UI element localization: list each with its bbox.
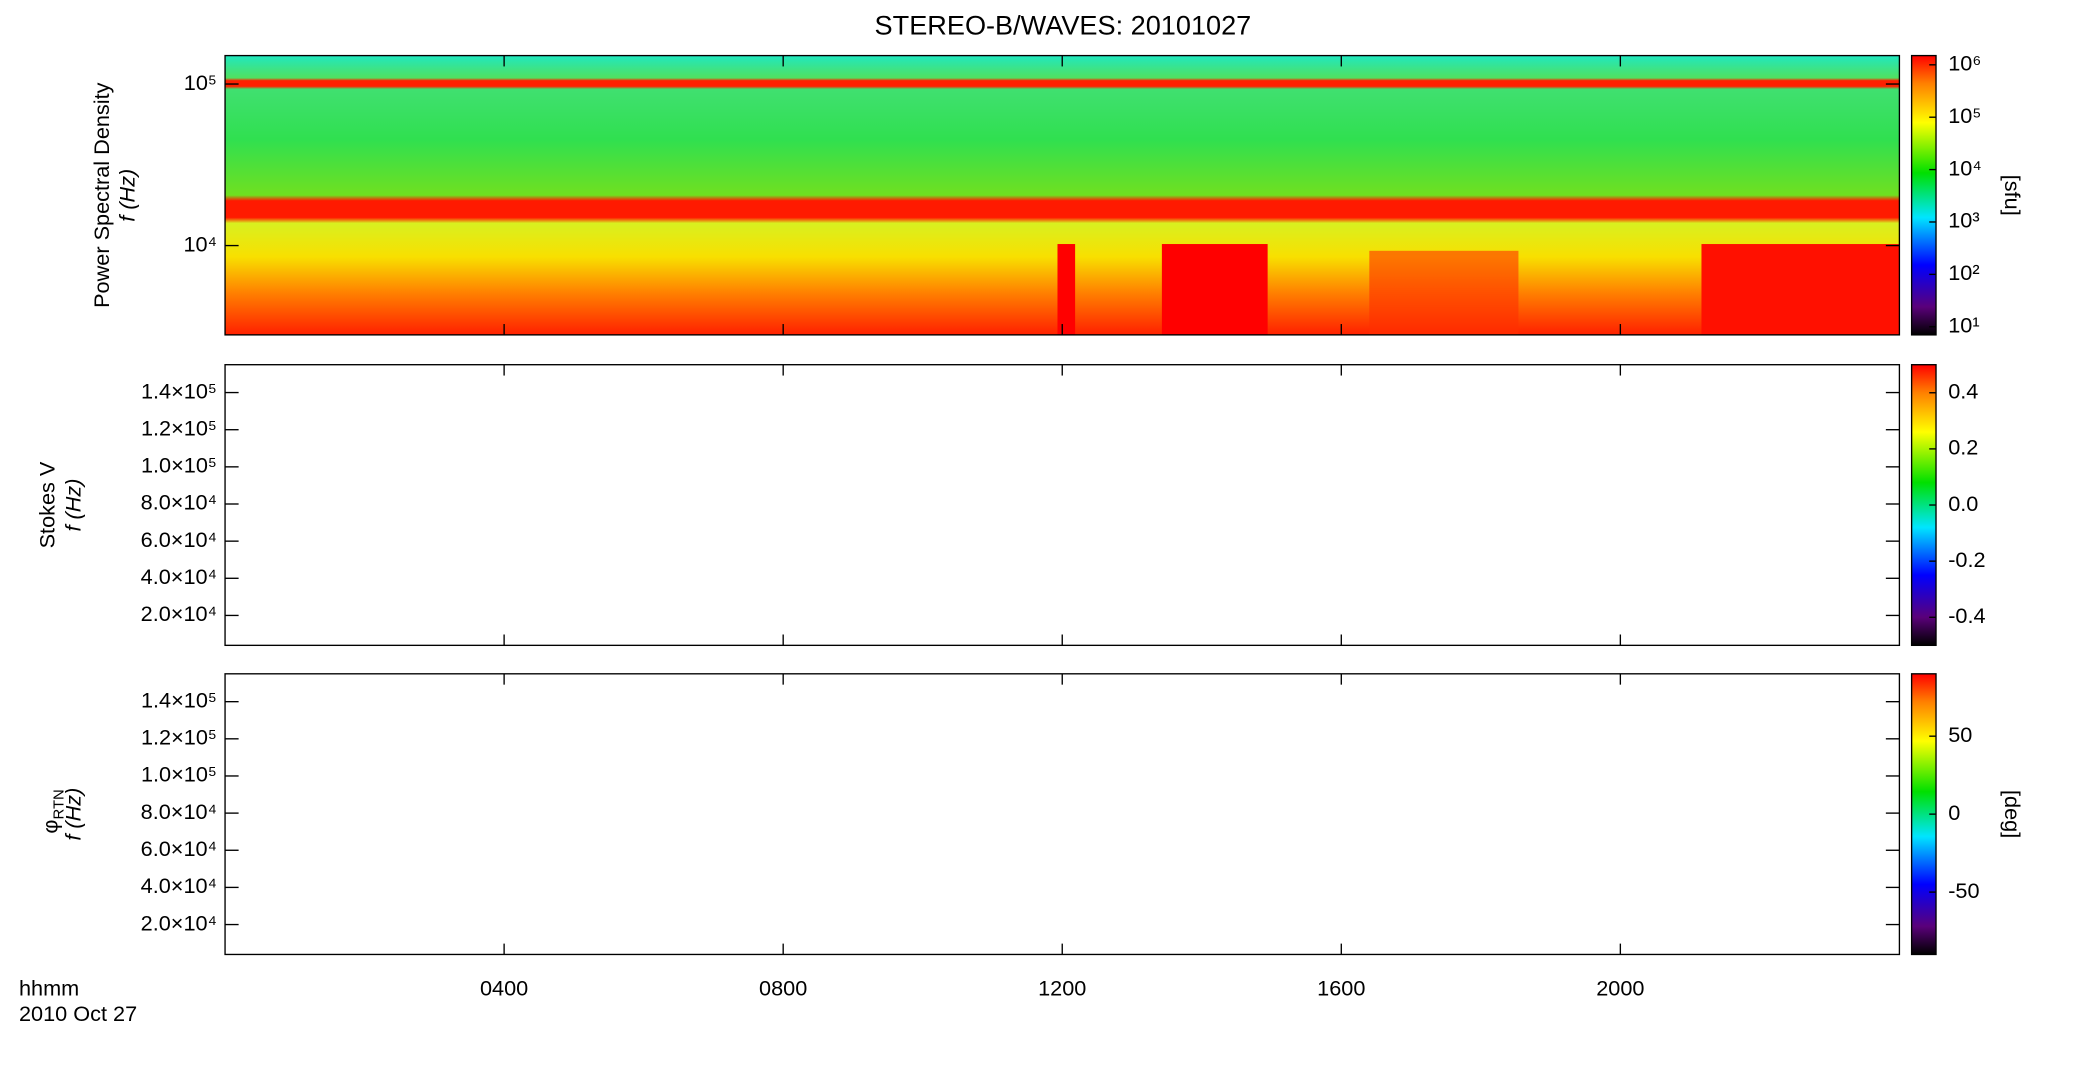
colorbar-frame — [1910, 54, 1937, 336]
y-tick-label: 6.0×10⁴ — [141, 527, 217, 552]
x-tick-label: 0400 — [480, 975, 528, 1000]
y-label-symbol: φ — [37, 820, 62, 834]
colorbar-label-group: [sfu] — [2000, 175, 2025, 216]
colorbar-label: [sfu] — [2000, 175, 2025, 216]
colorbar-tick-label: 0.0 — [1948, 491, 1978, 516]
colorbar-tick-label: 0.4 — [1948, 378, 1978, 403]
y-label-title: Stokes V — [35, 461, 60, 548]
colorbar-tick-label: 0 — [1948, 800, 1960, 825]
x-label: hhmm — [19, 975, 79, 1000]
colorbar-tick-label: 10⁵ — [1948, 103, 1981, 128]
colorbar-tick-label: 10³ — [1948, 208, 1979, 233]
y-label: f (Hz) — [60, 788, 85, 841]
colorbar-tick-label: 10⁶ — [1948, 51, 1981, 76]
y-tick-label: 8.0×10⁴ — [141, 799, 217, 824]
y-tick-label: 8.0×10⁴ — [141, 490, 217, 515]
y-label-title: Power Spectral Density — [89, 82, 114, 308]
colorbar-label-group: [deg] — [2000, 790, 2025, 838]
y-label-group: Power Spectral Density f (Hz) — [89, 82, 140, 308]
y-tick-label: 4.0×10⁴ — [141, 873, 217, 898]
y-tick-label: 10⁴ — [183, 231, 216, 256]
y-tick-label: 1.2×10⁵ — [141, 725, 217, 750]
y-tick-label: 4.0×10⁴ — [141, 564, 217, 589]
y-label: f (Hz) — [60, 479, 85, 532]
burst — [1161, 244, 1268, 335]
colorbar-tick-label: -0.4 — [1948, 603, 1985, 628]
y-tick-label: 10⁵ — [184, 70, 217, 95]
y-tick-label: 1.4×10⁵ — [141, 378, 217, 403]
x-tick-label: 1600 — [1317, 975, 1365, 1000]
y-tick-label: 2.0×10⁴ — [141, 601, 217, 626]
plot-frame — [224, 673, 1901, 956]
y-tick-label: 1.2×10⁵ — [141, 415, 217, 440]
colorbar-tick-label: 10¹ — [1948, 312, 1979, 337]
colorbar-tick-label: 0.2 — [1948, 435, 1978, 460]
y-tick-label: 1.0×10⁵ — [141, 762, 217, 787]
colorbar-tick-label: 10² — [1948, 260, 1979, 285]
colorbar-label: [deg] — [2000, 790, 2025, 838]
y-label: f (Hz) — [115, 169, 140, 222]
y-label-subscript: RTN — [52, 789, 68, 819]
colorbar-tick-label: 10⁴ — [1948, 155, 1981, 180]
colorbar — [1911, 55, 1937, 335]
y-tick-label: 1.0×10⁵ — [141, 453, 217, 478]
colorbar-tick-label: -0.2 — [1948, 547, 1985, 572]
plot-frame — [224, 364, 1901, 647]
colorbar-tick-label: 50 — [1948, 722, 1972, 747]
x-tick-label: 1200 — [1038, 975, 1086, 1000]
y-tick-label: 1.4×10⁵ — [141, 687, 217, 712]
x-tick-label: 2000 — [1596, 975, 1644, 1000]
y-tick-label: 2.0×10⁴ — [141, 910, 217, 935]
burst — [1701, 244, 1900, 335]
chart-title: STEREO-B/WAVES: 20101027 — [875, 9, 1252, 40]
burst — [1369, 250, 1519, 335]
date-label: 2010 Oct 27 — [19, 1001, 137, 1026]
burst — [1057, 244, 1076, 335]
colorbar-tick-label: -50 — [1948, 878, 1979, 903]
x-tick-label: 0800 — [759, 975, 807, 1000]
y-tick-label: 6.0×10⁴ — [141, 836, 217, 861]
